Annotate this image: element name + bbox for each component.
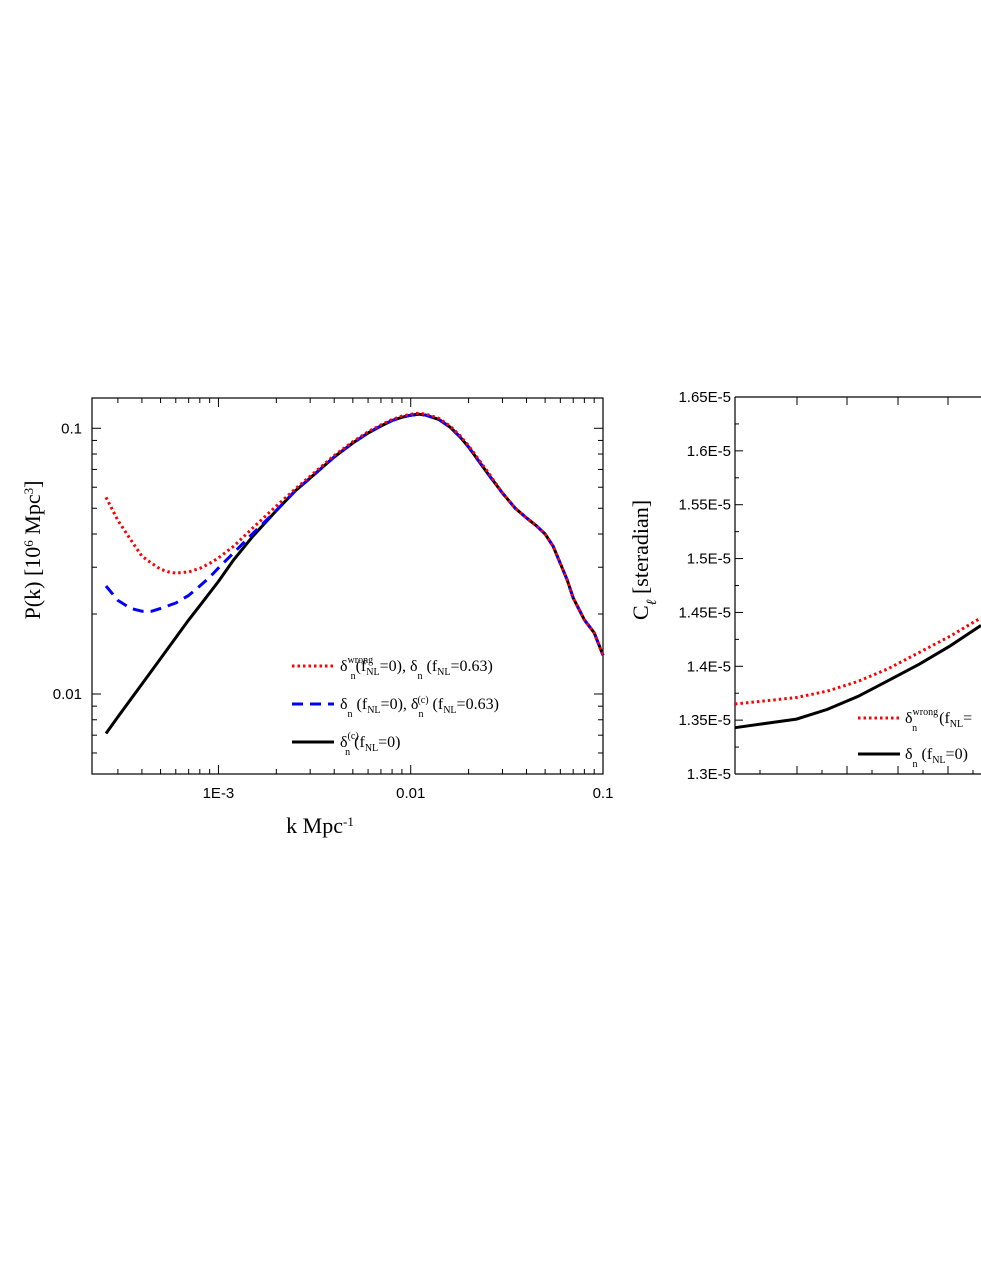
power-spectrum-panel: 1E-3 0.01 0.1 0.01 0.1 δwrong n(fNL=0), δn (f… [20,397,614,838]
series-lines [104,411,605,735]
y-tick-label: 1.35E-5 [678,712,731,729]
series-lines [734,616,981,730]
legend-label-red: δwrong n(fNL=0), δn (fNL=0.63) [340,655,493,682]
axis-ticks [735,396,974,775]
series-line-red [104,411,605,656]
angular-spectrum-panel: 1.3E-5 1.35E-5 1.4E-5 1.45E-5 1.5E-5 1.55E-5 1… [628,389,981,783]
x-tick-label: 0.01 [396,785,425,802]
legend: δwrong n (fNL= δn (fNL=0) [858,707,972,770]
series-line-red [734,616,981,706]
tick-labels: 1.3E-5 1.35E-5 1.4E-5 1.45E-5 1.5E-5 1.55E-5 1… [678,389,731,783]
y-tick-label: 1.45E-5 [678,604,731,621]
y-tick-label: 1.4E-5 [687,658,731,675]
legend-label-blue: δn (fNL=0), δn(c) (fNL=0.63) [340,695,499,720]
series-line-blue [104,412,605,656]
y-tick-label: 1.55E-5 [678,497,731,514]
tick-labels: 1E-3 0.01 0.1 0.01 0.1 [53,420,614,802]
series-line-black [734,624,981,730]
y-axis-title: P(k) [106 Mpc3] [20,481,45,620]
legend-label-black: δ(c) n (fNL=0) [340,731,401,758]
y-axis-title: Cℓ [steradian] [628,500,660,620]
legend-label-red: δwrong n (fNL= [905,707,972,734]
y-tick-label: 1.5E-5 [687,551,731,568]
x-tick-label: 0.1 [593,785,614,802]
y-tick-label: 0.01 [53,686,82,703]
y-tick-label: 1.6E-5 [687,443,731,460]
y-tick-label: 1.3E-5 [687,766,731,783]
axis-ticks [92,398,604,775]
legend-label-black: δn (fNL=0) [905,746,968,770]
x-tick-label: 1E-3 [203,785,235,802]
plot-frame [91,397,604,775]
y-tick-label: 0.1 [61,420,82,437]
x-axis-title: k Mpc-1 [286,813,354,838]
y-tick-label: 1.65E-5 [678,389,731,406]
legend: δwrong n(fNL=0), δn (fNL=0.63) δn (fNL=0),… [292,655,499,758]
